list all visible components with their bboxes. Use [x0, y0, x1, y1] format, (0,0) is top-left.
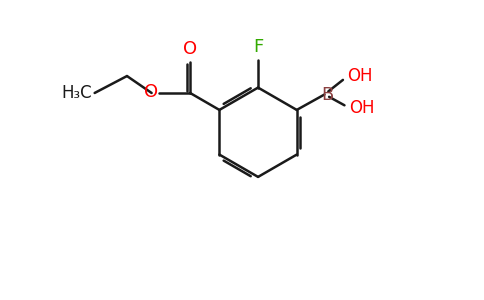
- Text: O: O: [144, 83, 158, 101]
- Text: OH: OH: [349, 99, 375, 117]
- Text: B: B: [321, 85, 333, 103]
- Text: O: O: [183, 40, 197, 58]
- Text: F: F: [253, 38, 263, 56]
- Text: H₃C: H₃C: [61, 84, 92, 102]
- Text: OH: OH: [348, 67, 373, 85]
